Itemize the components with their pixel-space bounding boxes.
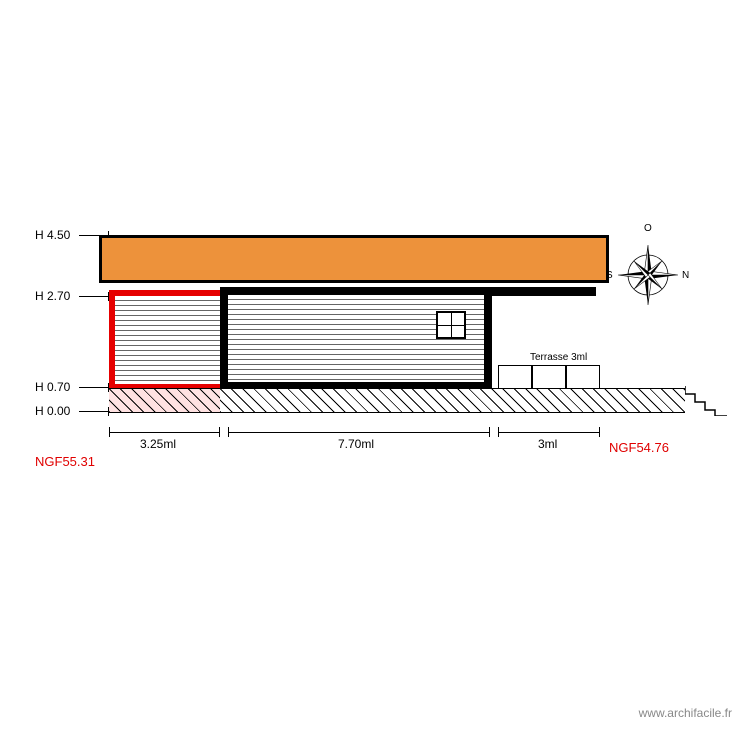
dim-terrasse-label: 3ml [538, 437, 557, 451]
ngf-right: NGF54.76 [609, 440, 669, 455]
wall-section-red [109, 290, 226, 390]
compass-s: S [606, 270, 613, 281]
terrasse-block-3 [566, 365, 600, 389]
dim-left-label: 3.25ml [140, 437, 176, 451]
label-h000: H 0.00 [35, 404, 70, 418]
roof [99, 235, 609, 283]
tick-h070 [79, 387, 109, 388]
foundation-red [109, 388, 220, 413]
window [436, 311, 466, 339]
label-h070: H 0.70 [35, 380, 70, 394]
wall-right-strip [492, 287, 596, 296]
tick-h000 [79, 411, 109, 412]
dim-main-section [228, 432, 490, 433]
dim-left-section [109, 432, 220, 433]
foundation-main [220, 388, 685, 413]
dim-main-label: 7.70ml [338, 437, 374, 451]
wall-section-black [220, 287, 492, 390]
dim-terrasse [498, 432, 600, 433]
tick-h270 [79, 296, 109, 297]
compass-rose: O N E S [608, 235, 688, 315]
steps [685, 386, 730, 416]
terrasse-block-1 [498, 365, 532, 389]
elevation-drawing: H 4.50 H 2.70 H 0.70 H 0.00 Terrasse 3ml… [0, 0, 750, 750]
siding-red [115, 296, 220, 384]
compass-o: O [644, 223, 652, 234]
terrasse-label: Terrasse 3ml [530, 352, 587, 363]
terrasse-block-2 [532, 365, 566, 389]
label-h450: H 4.50 [35, 228, 70, 242]
watermark: www.archifacile.fr [639, 706, 732, 720]
label-h270: H 2.70 [35, 289, 70, 303]
compass-n: N [682, 270, 689, 281]
ngf-left: NGF55.31 [35, 454, 95, 469]
